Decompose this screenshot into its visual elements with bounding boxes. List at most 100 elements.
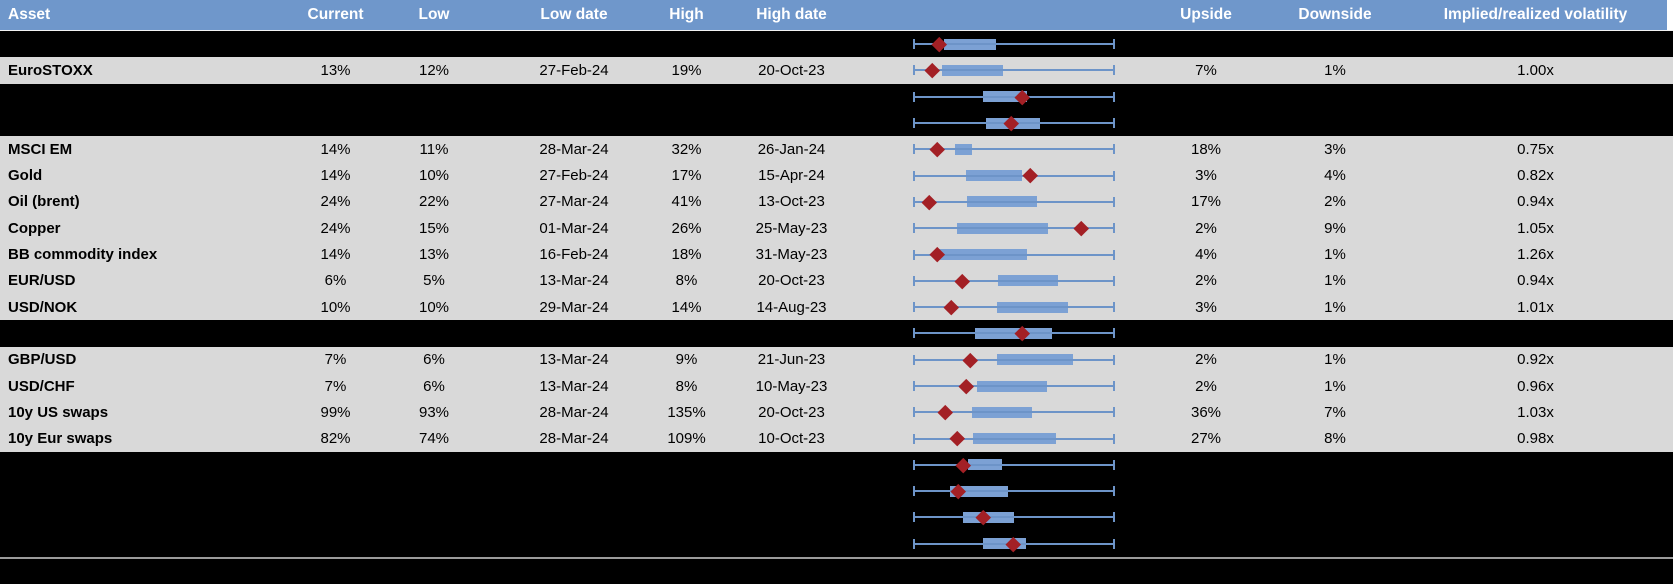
- range-boxplot: [913, 324, 1115, 342]
- low-value: 11%: [419, 140, 449, 158]
- whisker-left-cap: [913, 275, 915, 286]
- implied-realized-value: 1.26x: [1517, 246, 1554, 264]
- whisker-left-cap: [913, 65, 915, 76]
- whisker-left-cap: [913, 39, 915, 50]
- header-low: Low: [418, 6, 450, 24]
- range-chart-cell: [868, 84, 1140, 110]
- header-high-date: High date: [756, 6, 827, 24]
- upside-value: 36%: [1190, 403, 1222, 421]
- table-row: BB commodity index 14% 13% 16-Feb-24 18%…: [0, 241, 1673, 268]
- low-value: 6%: [423, 351, 445, 369]
- low-value: 93%: [418, 403, 450, 421]
- whisker-right-cap: [1113, 538, 1115, 549]
- high-date-value: 14-Aug-23: [756, 298, 827, 316]
- high-date-value: 31-May-23: [755, 246, 828, 264]
- asset-label: BB commodity index: [8, 246, 158, 264]
- low-date-value: 13-Mar-24: [539, 351, 609, 369]
- whisker-right-cap: [1113, 433, 1115, 444]
- current-value: 10%: [320, 298, 351, 316]
- upside-value: 2%: [1195, 377, 1217, 395]
- upside-value: 3%: [1195, 167, 1217, 185]
- asset-label: Copper: [8, 219, 61, 237]
- asset-label: GBP/USD: [8, 351, 77, 369]
- range-chart-cell: [868, 373, 1140, 399]
- whisker-line: [913, 437, 1115, 440]
- whisker-right-cap: [1113, 170, 1115, 181]
- upside-value: 2%: [1195, 219, 1217, 237]
- downside-value: 1%: [1324, 272, 1346, 290]
- low-value: 12%: [418, 61, 450, 79]
- asset-label: Gold: [8, 167, 43, 185]
- range-chart-cell: [868, 136, 1140, 162]
- range-boxplot: [913, 272, 1115, 290]
- current-value: 7%: [324, 351, 347, 369]
- whisker-line: [913, 411, 1115, 414]
- downside-value: 9%: [1324, 219, 1346, 237]
- upside-value: 2%: [1195, 272, 1217, 290]
- low-date-value: 28-Mar-24: [539, 430, 609, 448]
- high-date-value: 10-Oct-23: [758, 430, 825, 448]
- high-date-value: 25-May-23: [755, 219, 828, 237]
- low-date-value: 27-Feb-24: [539, 61, 609, 79]
- downside-value: 1%: [1324, 246, 1346, 264]
- low-value: 13%: [418, 246, 450, 264]
- range-boxplot: [913, 246, 1115, 264]
- whisker-line: [913, 332, 1115, 335]
- high-value: 26%: [671, 219, 702, 237]
- low-date-value: 29-Mar-24: [539, 298, 609, 316]
- range-chart-cell: [868, 57, 1140, 83]
- asset-label: USD/CHF: [8, 377, 75, 395]
- downside-value: 4%: [1324, 167, 1346, 185]
- range-chart-cell: [868, 531, 1140, 557]
- table-row: EuroSTOXX 13% 12% 27-Feb-24 19% 20-Oct-2…: [0, 57, 1673, 84]
- whisker-left-cap: [913, 223, 915, 234]
- table-row: [0, 83, 1673, 110]
- whisker-line: [913, 69, 1115, 72]
- whisker-right-cap: [1113, 39, 1115, 50]
- range-boxplot: [913, 298, 1115, 316]
- low-value: 74%: [418, 430, 450, 448]
- whisker-left-cap: [913, 170, 915, 181]
- range-chart-cell: [868, 425, 1140, 451]
- range-chart-cell: [868, 294, 1140, 320]
- current-marker-diamond: [954, 273, 970, 289]
- whisker-line: [913, 358, 1115, 361]
- implied-realized-value: 1.01x: [1517, 298, 1554, 316]
- current-marker-diamond: [949, 431, 965, 447]
- asset-label: 10y US swaps: [8, 403, 109, 421]
- range-chart-cell: [868, 268, 1140, 294]
- range-chart-cell: [868, 399, 1140, 425]
- current-value: 14%: [320, 246, 351, 264]
- range-boxplot: [913, 140, 1115, 158]
- header-high: High: [669, 6, 704, 24]
- current-value: 82%: [320, 430, 351, 448]
- range-boxplot: [913, 377, 1115, 395]
- implied-realized-value: 0.92x: [1517, 351, 1554, 369]
- table-row: [0, 320, 1673, 347]
- whisker-right-cap: [1113, 118, 1115, 129]
- low-value: 10%: [418, 167, 450, 185]
- low-date-value: 28-Mar-24: [539, 403, 609, 421]
- range-boxplot: [913, 88, 1115, 106]
- range-chart-cell: [868, 31, 1140, 57]
- current-value: 7%: [324, 377, 347, 395]
- whisker-left-cap: [913, 118, 915, 129]
- range-chart-cell: [868, 478, 1140, 504]
- table-row: [0, 31, 1673, 58]
- downside-value: 8%: [1324, 430, 1346, 448]
- whisker-right-cap: [1113, 91, 1115, 102]
- whisker-right-cap: [1113, 302, 1115, 313]
- low-date-value: 27-Feb-24: [539, 167, 609, 185]
- asset-label: USD/NOK: [8, 298, 78, 316]
- range-chart-cell: [868, 189, 1140, 215]
- table-row: 10y US swaps 99% 93% 28-Mar-24 135% 20-O…: [0, 399, 1673, 426]
- table-row: Copper 24% 15% 01-Mar-24 26% 25-May-23 2…: [0, 215, 1673, 242]
- low-value: 10%: [418, 298, 450, 316]
- implied-realized-value: 0.98x: [1517, 430, 1554, 448]
- range-boxplot: [913, 114, 1115, 132]
- upside-value: 7%: [1195, 61, 1217, 79]
- header-current: Current: [307, 6, 364, 24]
- table-body: EuroSTOXX 13% 12% 27-Feb-24 19% 20-Oct-2…: [0, 31, 1673, 557]
- low-date-value: 13-Mar-24: [539, 272, 609, 290]
- bottom-divider-line: [0, 556, 1673, 559]
